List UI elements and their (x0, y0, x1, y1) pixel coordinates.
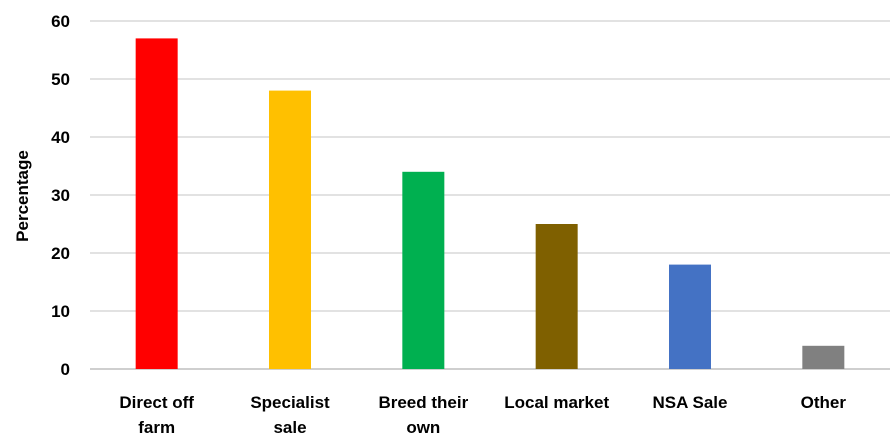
y-axis-label: Percentage (13, 150, 32, 242)
bar (535, 224, 578, 369)
bar (669, 264, 711, 369)
bar (269, 90, 311, 369)
bar (402, 171, 445, 369)
x-tick-label: Other (801, 393, 847, 412)
x-tick-label: Local market (504, 393, 609, 412)
y-tick-label: 40 (51, 128, 70, 147)
bar (135, 38, 178, 370)
gridlines (90, 20, 890, 370)
x-axis-labels: Direct off farm Specialist sale Breed their o… (119, 393, 846, 437)
x-tick-label: NSA Sale (653, 393, 728, 412)
x-tick-label: Specialist sale (250, 393, 330, 437)
y-tick-label: 0 (61, 360, 70, 379)
x-tick-label: Breed their own (378, 393, 468, 437)
y-tick-label: 60 (51, 12, 70, 31)
y-axis-ticks: 0 10 20 30 40 50 60 (51, 12, 70, 379)
y-tick-label: 50 (51, 70, 70, 89)
y-tick-label: 10 (51, 302, 70, 321)
bar (802, 345, 845, 369)
x-tick-label: Direct off farm (119, 393, 194, 437)
y-tick-label: 30 (51, 186, 70, 205)
y-tick-label: 20 (51, 244, 70, 263)
bars (135, 38, 845, 370)
